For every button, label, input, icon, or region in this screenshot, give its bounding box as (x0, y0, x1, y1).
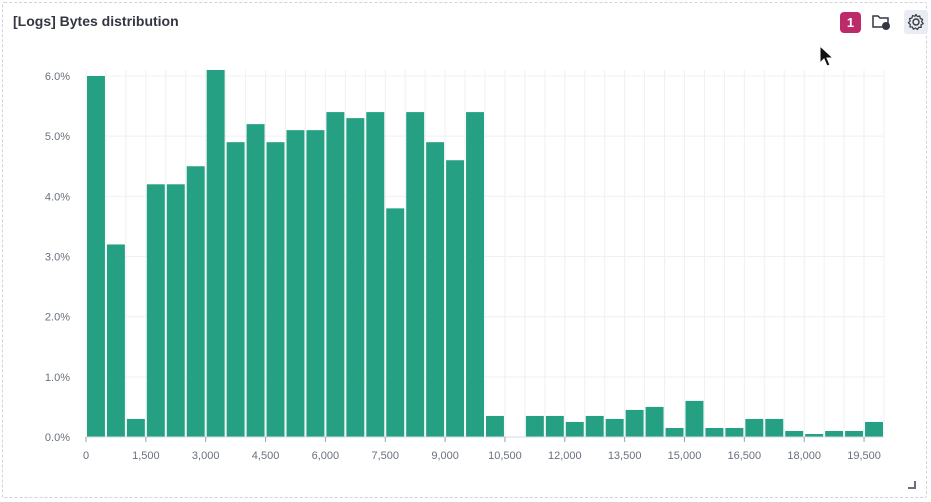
histogram-bar[interactable] (346, 118, 365, 437)
panel-options-button[interactable] (904, 10, 928, 34)
histogram-bar[interactable] (765, 418, 784, 437)
x-tick-label: 12,000 (548, 450, 582, 462)
histogram-bar[interactable] (306, 130, 325, 437)
histogram-bar[interactable] (545, 415, 564, 437)
histogram-bar[interactable] (326, 112, 345, 437)
histogram-bar[interactable] (146, 184, 165, 437)
histogram-bar[interactable] (625, 409, 644, 437)
histogram-bar[interactable] (206, 69, 225, 437)
histogram-bar[interactable] (805, 433, 824, 437)
notification-badge[interactable]: 1 (840, 12, 861, 33)
folder-info-icon (872, 15, 890, 30)
histogram-bar[interactable] (705, 427, 724, 437)
x-tick-label: 10,500 (488, 450, 522, 462)
x-axis-ticks: 0 1,500 3,000 4,500 6,000 7,500 9,000 10,500 12,… (83, 436, 884, 462)
histogram-bar[interactable] (825, 430, 844, 437)
x-tick-label: 7,500 (371, 450, 399, 462)
y-tick-label: 4.0% (45, 191, 70, 203)
x-tick-label: 13,500 (608, 450, 642, 462)
histogram-bar[interactable] (87, 76, 105, 437)
histogram-bar[interactable] (605, 418, 624, 437)
x-tick-label: 3,000 (192, 450, 220, 462)
histogram-bar[interactable] (585, 415, 604, 437)
x-tick-label: 16,500 (728, 450, 762, 462)
histogram-bar[interactable] (745, 418, 764, 437)
histogram-bar[interactable] (286, 130, 305, 437)
x-tick-label: 9,000 (431, 450, 459, 462)
histogram-bar[interactable] (525, 415, 544, 437)
histogram-bar[interactable] (246, 124, 265, 437)
histogram-bar[interactable] (266, 142, 285, 437)
histogram-bar[interactable] (685, 400, 704, 437)
histogram-bar[interactable] (665, 427, 684, 437)
x-tick-label: 15,000 (668, 450, 702, 462)
chart-bars (87, 69, 883, 437)
folder-info-button[interactable] (869, 10, 893, 34)
chart-grid (85, 70, 885, 438)
resize-handle[interactable] (908, 481, 916, 489)
histogram-bar[interactable] (186, 166, 205, 437)
histogram-bar[interactable] (226, 142, 245, 437)
histogram-bar[interactable] (446, 160, 465, 437)
y-tick-label: 0.0% (45, 432, 70, 444)
histogram-bar[interactable] (366, 112, 385, 437)
x-tick-label: 18,000 (787, 450, 821, 462)
histogram-bar[interactable] (426, 142, 445, 437)
x-tick-label: 4,500 (252, 450, 280, 462)
y-tick-label: 5.0% (45, 131, 70, 143)
histogram-bar[interactable] (565, 421, 584, 437)
histogram-bar[interactable] (725, 427, 744, 437)
histogram-bar[interactable] (406, 112, 425, 437)
gear-icon (907, 13, 924, 31)
y-tick-label: 2.0% (45, 312, 70, 324)
histogram-bar[interactable] (166, 184, 185, 437)
y-tick-label: 1.0% (45, 372, 70, 384)
x-tick-label: 1,500 (132, 450, 160, 462)
y-axis-ticks: 0.0% 1.0% 2.0% 3.0% 4.0% 5.0% 6.0% (45, 71, 70, 444)
y-tick-label: 3.0% (45, 252, 70, 264)
mouse-cursor-icon (819, 45, 835, 67)
histogram-bar[interactable] (845, 430, 864, 437)
histogram-bar[interactable] (785, 430, 804, 437)
histogram-bar[interactable] (486, 415, 504, 437)
y-tick-label: 6.0% (45, 71, 70, 83)
histogram-bar[interactable] (865, 421, 883, 437)
histogram-bar[interactable] (106, 244, 125, 437)
x-tick-label: 6,000 (312, 450, 340, 462)
x-tick-label: 19,500 (847, 450, 881, 462)
x-tick-label: 0 (83, 450, 89, 462)
histogram-bar[interactable] (466, 112, 484, 437)
histogram-bar[interactable] (645, 406, 664, 437)
histogram-bar[interactable] (386, 208, 405, 437)
histogram-bar[interactable] (126, 418, 145, 437)
panel-title: [Logs] Bytes distribution (13, 13, 179, 29)
